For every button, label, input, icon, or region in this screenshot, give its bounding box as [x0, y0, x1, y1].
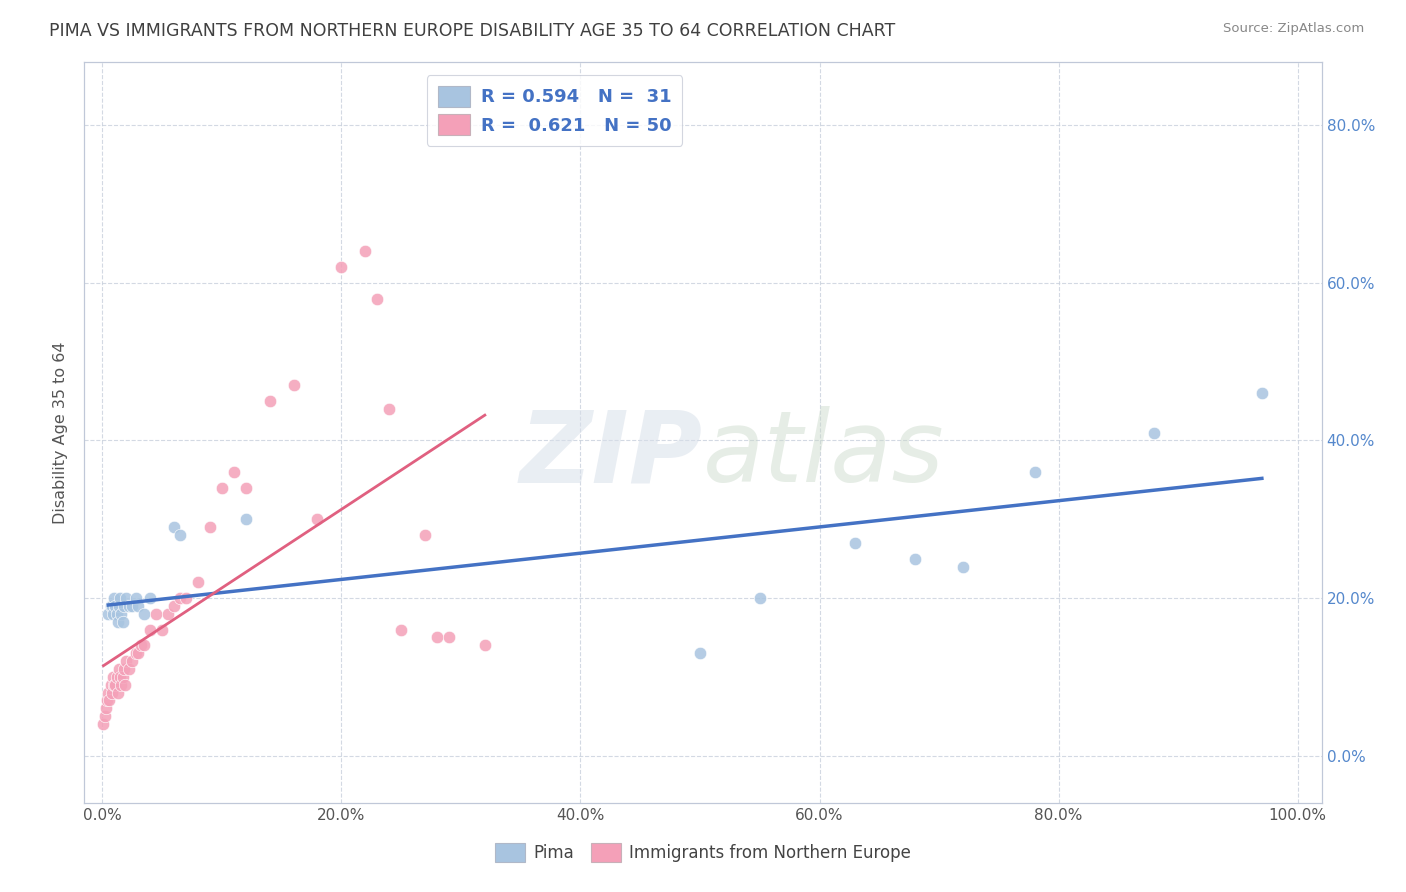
Point	[413, 528, 436, 542]
Point	[111, 670, 134, 684]
Point	[307, 512, 329, 526]
Point	[211, 481, 233, 495]
Text: ZIP: ZIP	[520, 407, 703, 503]
Point	[474, 638, 496, 652]
Point	[169, 591, 191, 605]
Point	[1024, 465, 1046, 479]
Point	[1250, 386, 1272, 401]
Point	[107, 615, 129, 629]
Point	[98, 693, 121, 707]
Point	[121, 654, 143, 668]
Point	[134, 638, 156, 652]
Point	[127, 599, 149, 613]
Point	[689, 646, 711, 660]
Point	[187, 575, 209, 590]
Point	[366, 292, 388, 306]
Point	[163, 599, 186, 613]
Point	[111, 615, 134, 629]
Point	[354, 244, 377, 259]
Point	[174, 591, 197, 605]
Point	[108, 599, 131, 613]
Point	[96, 693, 118, 707]
Point	[107, 685, 129, 699]
Point	[101, 670, 124, 684]
Point	[145, 607, 167, 621]
Point	[426, 631, 449, 645]
Point	[222, 465, 245, 479]
Legend: Pima, Immigrants from Northern Europe: Pima, Immigrants from Northern Europe	[488, 836, 918, 869]
Point	[94, 701, 117, 715]
Point	[100, 599, 122, 613]
Point	[437, 631, 460, 645]
Point	[104, 599, 127, 613]
Point	[904, 551, 927, 566]
Point	[110, 678, 132, 692]
Point	[121, 599, 143, 613]
Point	[114, 678, 136, 692]
Point	[1143, 425, 1166, 440]
Point	[117, 662, 139, 676]
Point	[104, 678, 127, 692]
Point	[163, 520, 186, 534]
Point	[93, 709, 115, 723]
Point	[125, 591, 148, 605]
Point	[97, 607, 120, 621]
Text: atlas: atlas	[703, 407, 945, 503]
Point	[101, 599, 124, 613]
Point	[115, 654, 138, 668]
Point	[103, 591, 125, 605]
Point	[283, 378, 305, 392]
Point	[112, 662, 135, 676]
Point	[117, 599, 139, 613]
Point	[110, 591, 132, 605]
Point	[844, 536, 866, 550]
Point	[129, 638, 152, 652]
Point	[100, 678, 122, 692]
Point	[110, 670, 132, 684]
Point	[134, 607, 156, 621]
Point	[108, 662, 131, 676]
Point	[105, 670, 128, 684]
Point	[378, 402, 401, 417]
Point	[115, 591, 138, 605]
Point	[93, 717, 115, 731]
Point	[105, 607, 128, 621]
Point	[169, 528, 191, 542]
Point	[198, 520, 221, 534]
Text: PIMA VS IMMIGRANTS FROM NORTHERN EUROPE DISABILITY AGE 35 TO 64 CORRELATION CHAR: PIMA VS IMMIGRANTS FROM NORTHERN EUROPE …	[49, 22, 896, 40]
Point	[101, 685, 124, 699]
Point	[157, 607, 180, 621]
Point	[235, 481, 257, 495]
Point	[952, 559, 974, 574]
Point	[330, 260, 353, 275]
Point	[103, 678, 125, 692]
Point	[110, 607, 132, 621]
Point	[139, 623, 162, 637]
Point	[125, 646, 148, 660]
Point	[97, 685, 120, 699]
Text: Source: ZipAtlas.com: Source: ZipAtlas.com	[1223, 22, 1364, 36]
Y-axis label: Disability Age 35 to 64: Disability Age 35 to 64	[53, 342, 69, 524]
Point	[150, 623, 173, 637]
Point	[235, 512, 257, 526]
Point	[748, 591, 770, 605]
Point	[389, 623, 412, 637]
Point	[112, 599, 135, 613]
Point	[127, 646, 149, 660]
Point	[259, 394, 281, 409]
Point	[101, 607, 124, 621]
Point	[139, 591, 162, 605]
